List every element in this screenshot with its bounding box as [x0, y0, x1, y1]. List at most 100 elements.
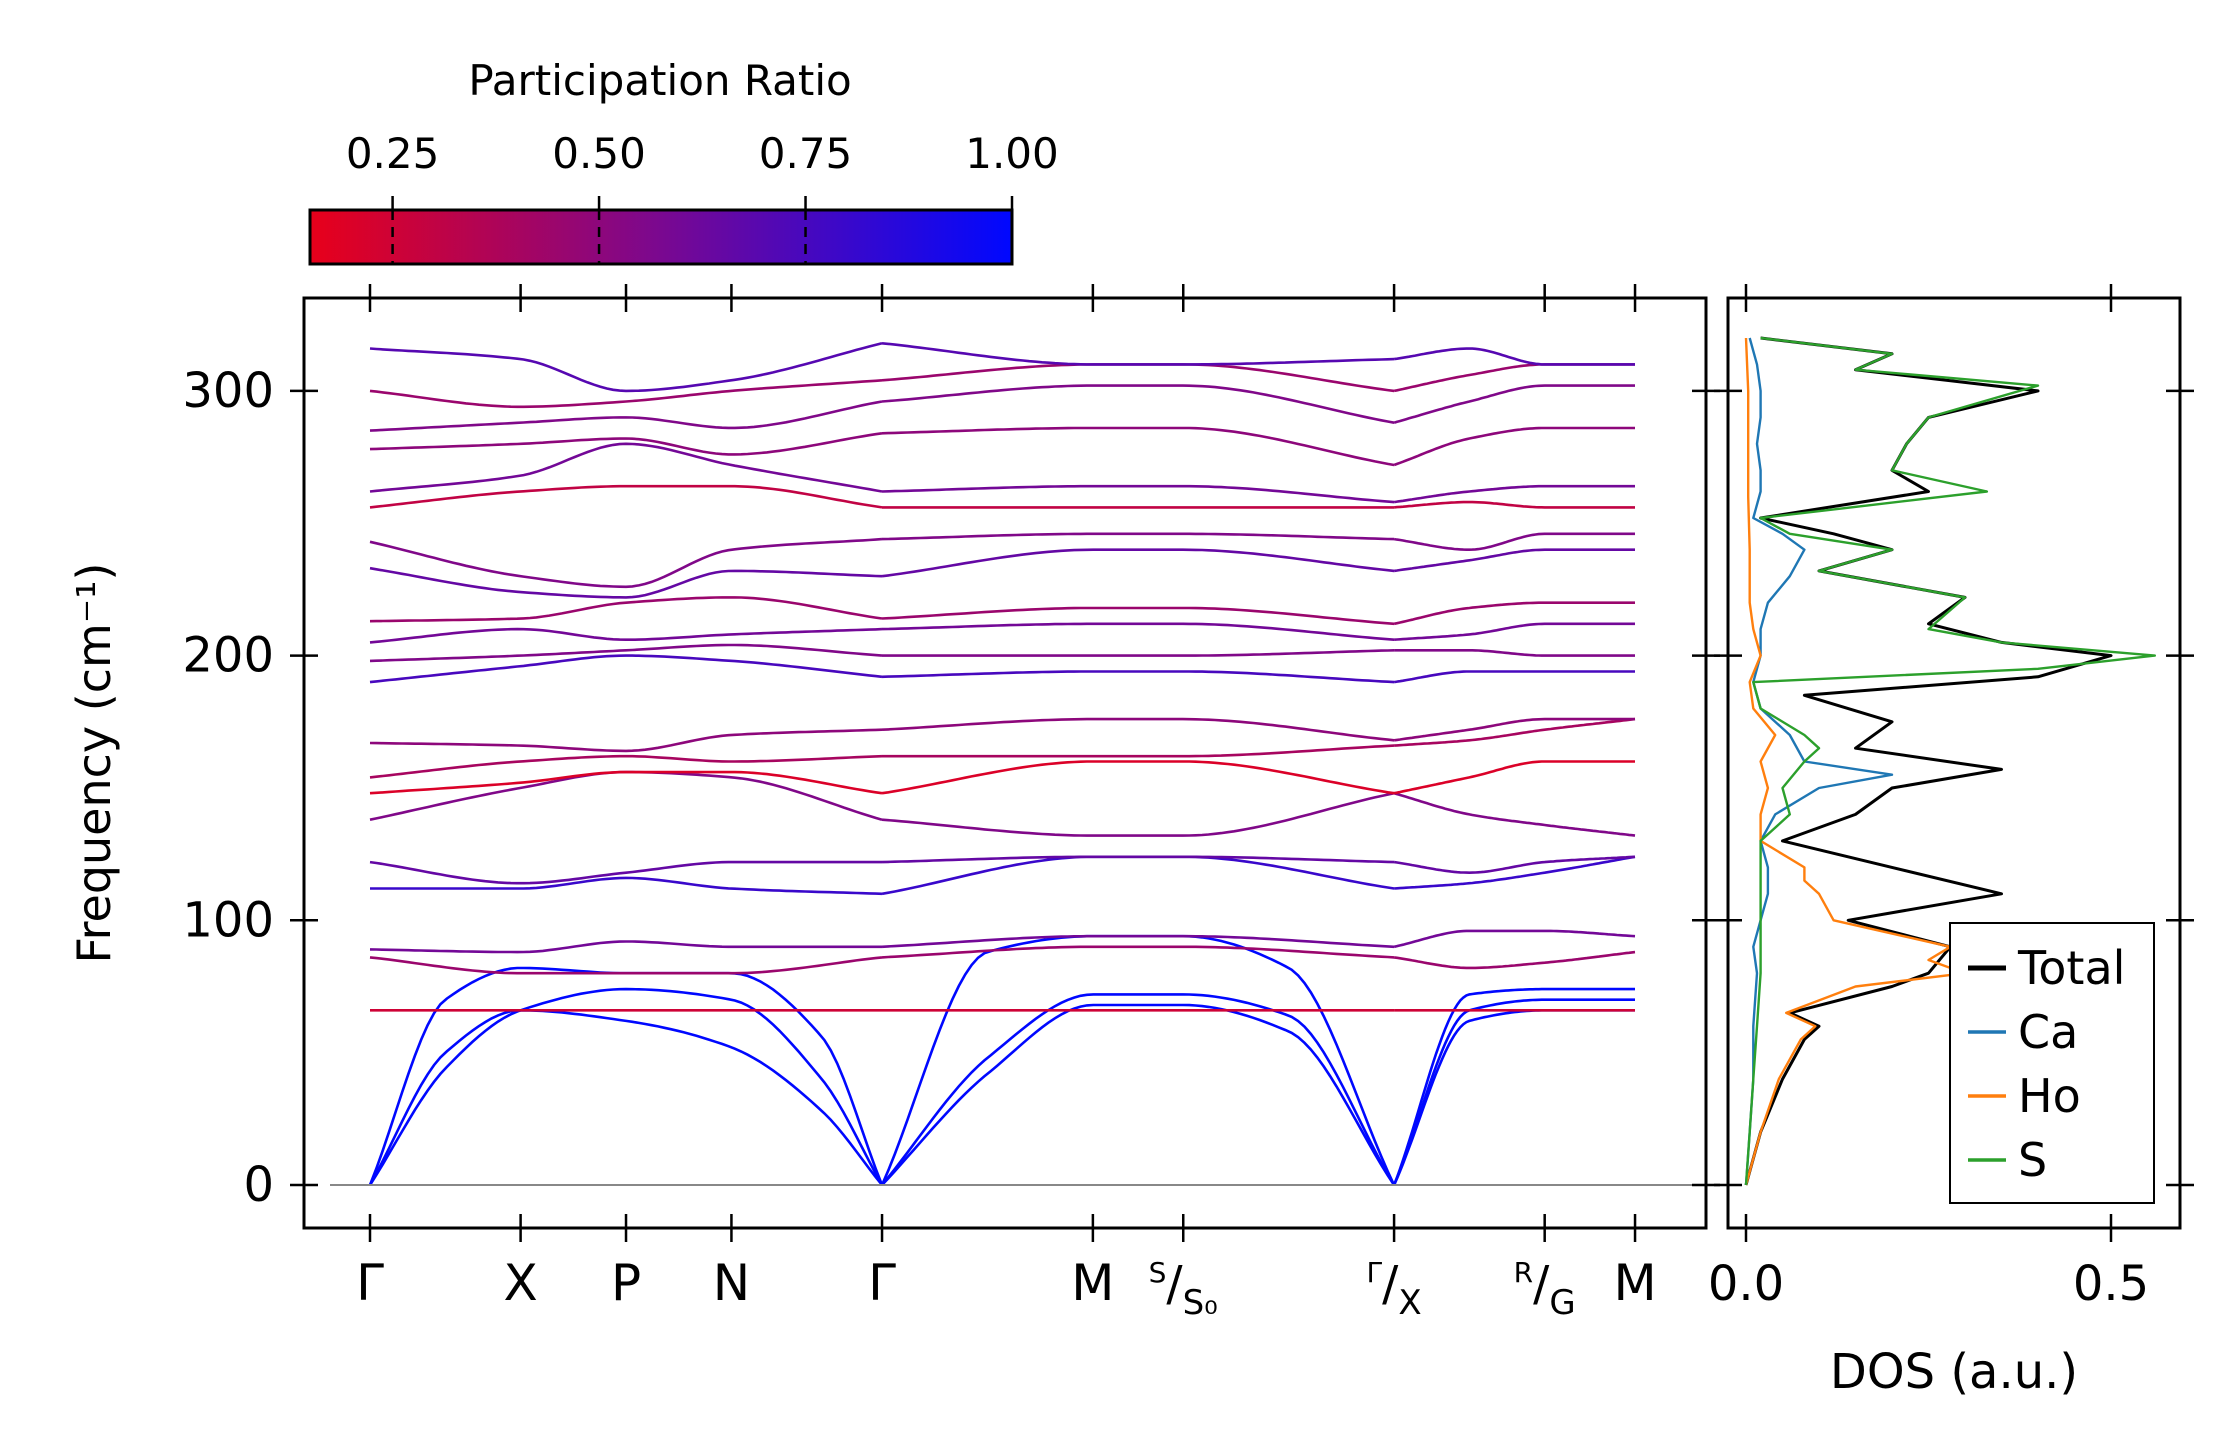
band-band-86 — [369, 956, 883, 975]
band-band-278 — [881, 426, 1395, 467]
band-band-154 — [1394, 717, 1636, 747]
band-band-138 — [1393, 791, 1636, 837]
legend: Total Ca Ho S — [1949, 922, 2155, 1204]
dos-x-tick-label: 0.0 — [1708, 1256, 1784, 1312]
band-band-154 — [882, 744, 1395, 758]
band-band-198 — [882, 649, 1395, 657]
band-band-112 — [1394, 855, 1636, 890]
band-band-300 — [881, 363, 1395, 393]
band-band-316 — [1393, 347, 1635, 366]
band-band-213 — [1393, 601, 1635, 626]
band-band-205 — [881, 622, 1395, 641]
band-axes: 0 100 200 300 Γ X P N Γ M S/S₀ Γ/X R/G M — [182, 284, 1720, 1323]
y-tick-label: 100 — [182, 892, 274, 948]
band-acoustic-1 — [1392, 1009, 1635, 1186]
k-point-label: R/G — [1514, 1256, 1576, 1323]
k-point-label: N — [713, 1254, 750, 1312]
band-band-300 — [1393, 363, 1635, 393]
band-acoustic-1 — [368, 1008, 884, 1186]
y-tick-label: 200 — [182, 628, 274, 684]
band-band-198 — [1394, 649, 1635, 657]
band-band-262 — [881, 484, 1395, 504]
k-point-label: M — [1071, 1254, 1114, 1312]
dos-panel: 0.0 0.5 DOS (a.u.) Total Ca Ho S — [1708, 284, 2194, 1400]
band-band-148 — [369, 770, 883, 795]
band-band-262 — [1393, 484, 1635, 504]
band-structure-panel: 0 100 200 300 Γ X P N Γ M S/S₀ Γ/X R/G M Frequency (c… — [67, 284, 1720, 1323]
colorbar-tick-label: 0.50 — [552, 129, 646, 178]
colorbar-title: Participation Ratio — [468, 56, 851, 105]
band-band-89 — [369, 940, 882, 954]
band-band-112 — [370, 876, 883, 896]
band-band-243 — [881, 532, 1395, 541]
band-band-198 — [369, 643, 883, 663]
band-band-213 — [881, 606, 1395, 626]
legend-label: Total — [2017, 941, 2125, 995]
band-band-233 — [1393, 548, 1635, 573]
legend-label: Ca — [2018, 1005, 2078, 1059]
band-band-316 — [369, 342, 883, 393]
band-band-256 — [1393, 500, 1635, 509]
dos-x-tick-label: 0.5 — [2073, 1256, 2149, 1312]
band-band-205 — [1394, 622, 1635, 641]
band-band-167 — [881, 717, 1395, 742]
band-plot-frame — [302, 296, 1708, 1230]
y-tick-label: 0 — [243, 1157, 274, 1213]
band-band-233 — [881, 548, 1395, 578]
band-acoustic-2 — [880, 993, 1396, 1186]
band-acoustic-1 — [881, 1003, 1396, 1186]
k-point-label: X — [503, 1254, 537, 1312]
colorbar-tick-label: 0.75 — [759, 129, 853, 178]
dos-line-s — [1744, 336, 2156, 1186]
legend-label: S — [2018, 1133, 2047, 1187]
dos-x-axis-label: DOS (a.u.) — [1830, 1344, 2078, 1400]
k-point-label: S/S₀ — [1149, 1256, 1218, 1323]
band-band-262 — [369, 442, 883, 493]
band-band-89 — [881, 934, 1395, 949]
band-band-285 — [881, 384, 1395, 424]
band-band-86 — [881, 945, 1395, 959]
k-point-label: P — [611, 1254, 641, 1312]
band-band-285 — [1393, 384, 1635, 424]
band-acoustic-3 — [368, 966, 884, 1186]
dos-lines — [1744, 336, 2156, 1186]
band-band-148 — [1393, 760, 1635, 795]
band-band-256 — [369, 484, 883, 509]
dos-plot-frame — [1726, 296, 2182, 1230]
k-point-label: Γ — [868, 1254, 896, 1312]
band-band-122 — [1393, 855, 1636, 875]
y-tick-label: 300 — [182, 363, 274, 419]
band-band-278 — [369, 432, 883, 456]
band-band-285 — [369, 400, 883, 432]
band-band-138 — [881, 791, 1395, 837]
k-point-label: Γ/X — [1367, 1256, 1422, 1323]
band-band-89 — [1393, 929, 1636, 949]
colorbar-gradient — [308, 208, 1014, 266]
colorbar-tick-label: 1.00 — [965, 129, 1059, 178]
band-band-316 — [881, 342, 1395, 366]
band-lines — [368, 342, 1636, 1186]
band-acoustic-2 — [368, 987, 884, 1186]
y-axis-label: Frequency (cm⁻¹) — [67, 563, 121, 964]
dos-line-ho — [1744, 337, 1967, 1186]
band-acoustic-2 — [1392, 998, 1635, 1186]
band-acoustic-3 — [1392, 987, 1635, 1186]
colorbar-ticks: 0.25 0.50 0.75 1.00 — [346, 129, 1059, 264]
band-band-213 — [369, 596, 883, 623]
band-band-243 — [1393, 532, 1635, 551]
band-band-122 — [881, 855, 1395, 864]
band-band-278 — [1393, 426, 1635, 467]
band-band-300 — [369, 379, 883, 409]
dos-line-ca — [1744, 337, 1894, 1186]
band-band-154 — [369, 754, 883, 779]
band-band-112 — [881, 855, 1395, 896]
band-band-243 — [369, 537, 883, 589]
k-point-label: Γ — [356, 1254, 384, 1312]
band-band-205 — [369, 627, 883, 644]
band-band-190 — [369, 654, 883, 684]
k-point-label: M — [1613, 1254, 1656, 1312]
band-band-167 — [1393, 717, 1635, 742]
dos-axes: 0.0 0.5 — [1708, 284, 2194, 1312]
band-band-167 — [369, 728, 883, 753]
